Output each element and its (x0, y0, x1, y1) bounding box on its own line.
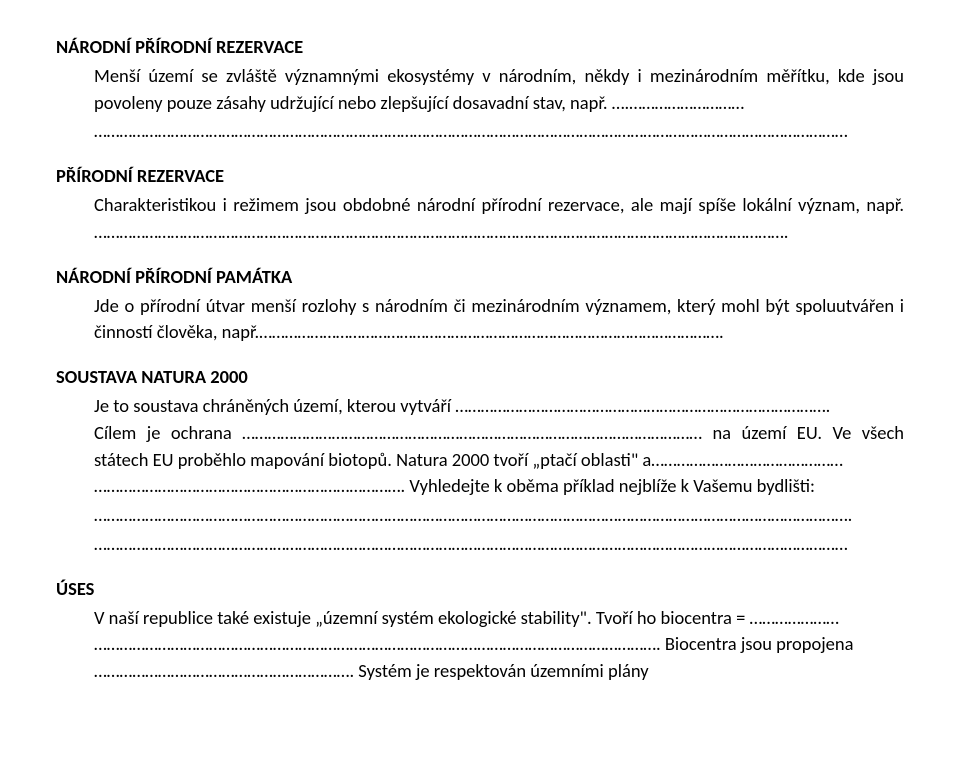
body-npp: Jde o přírodní útvar menší rozlohy s nár… (56, 293, 904, 347)
body-natura: Je to soustava chráněných území, kterou … (56, 393, 904, 558)
body-pr: Charakteristikou i režimem jsou obdobné … (56, 192, 904, 246)
uses-line2: …………………………………………………………………………………………………………… (94, 631, 904, 658)
dotline-npr: …………………………………………………………………………………………………………… (94, 118, 904, 145)
para-npr: Menší území se zvláště významnými ekosys… (94, 63, 904, 117)
uses-line3: ……………………………………………………. Systém je respekto… (94, 658, 904, 685)
natura-dotline2: …………………………………………………………………………………………………………… (94, 531, 904, 558)
heading-natura: SOUSTAVA NATURA 2000 (56, 364, 904, 391)
heading-npr: NÁRODNÍ PŘÍRODNÍ REZERVACE (56, 34, 904, 61)
section-prirodni-rezervace: PŘÍRODNÍ REZERVACE Charakteristikou i re… (56, 163, 904, 245)
heading-pr: PŘÍRODNÍ REZERVACE (56, 163, 904, 190)
para-npp: Jde o přírodní útvar menší rozlohy s nár… (94, 293, 904, 347)
body-npr: Menší území se zvláště významnými ekosys… (56, 63, 904, 145)
uses-line1: V naší republice také existuje „územní s… (94, 605, 904, 632)
heading-npp: NÁRODNÍ PŘÍRODNÍ PAMÁTKA (56, 264, 904, 291)
natura-line2: Cílem je ochrana ……………………………………………………………… (94, 420, 904, 474)
section-uses: ÚSES V naší republice také existuje „úze… (56, 576, 904, 685)
natura-line1: Je to soustava chráněných území, kterou … (94, 393, 904, 420)
section-narodni-prirodni-rezervace: NÁRODNÍ PŘÍRODNÍ REZERVACE Menší území s… (56, 34, 904, 145)
section-narodni-prirodni-pamatka: NÁRODNÍ PŘÍRODNÍ PAMÁTKA Jde o přírodní … (56, 264, 904, 346)
heading-uses: ÚSES (56, 576, 904, 603)
para-pr: Charakteristikou i režimem jsou obdobné … (94, 192, 904, 246)
natura-dotline1: …………………………………………………………………………………………………………… (94, 502, 904, 529)
section-natura-2000: SOUSTAVA NATURA 2000 Je to soustava chrá… (56, 364, 904, 558)
natura-line3: ………………………………………………………………. Vyhledejte k o… (94, 473, 904, 500)
body-uses: V naší republice také existuje „územní s… (56, 605, 904, 685)
